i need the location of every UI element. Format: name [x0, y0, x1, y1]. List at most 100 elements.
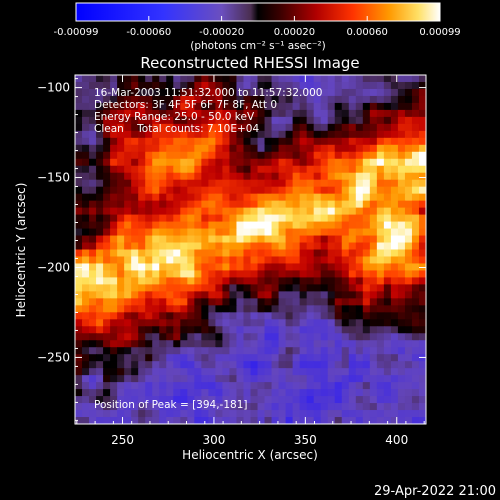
heatmap-cell	[236, 298, 245, 306]
heatmap-cell	[369, 228, 378, 237]
heatmap-cell	[376, 207, 385, 216]
heatmap-cell	[390, 396, 399, 404]
heatmap-cell	[278, 116, 287, 125]
heatmap-cell	[334, 123, 343, 132]
heatmap-cell	[299, 186, 308, 195]
heatmap-cell	[194, 319, 202, 327]
heatmap-cell	[236, 410, 245, 418]
heatmap-cell	[271, 228, 280, 237]
heatmap-cell	[418, 102, 426, 111]
heatmap-cell	[334, 130, 343, 139]
heatmap-cell	[390, 151, 399, 160]
heatmap-cell	[313, 298, 322, 306]
heatmap-cell	[236, 158, 245, 167]
heatmap-cell	[334, 319, 343, 327]
heatmap-cell	[103, 284, 111, 292]
heatmap-cell	[320, 109, 329, 118]
heatmap-cell	[383, 249, 392, 258]
heatmap-cell	[376, 214, 385, 223]
heatmap-cell	[397, 88, 406, 97]
heatmap-cell	[257, 305, 266, 313]
heatmap-cell	[250, 193, 259, 202]
heatmap-cell	[208, 123, 216, 132]
heatmap-cell	[257, 158, 266, 167]
heatmap-cell	[75, 375, 83, 383]
heatmap-cell	[348, 207, 357, 216]
heatmap-cell	[124, 116, 132, 125]
heatmap-cell	[348, 270, 357, 279]
heatmap-cell	[82, 193, 90, 202]
heatmap-cell	[124, 214, 132, 223]
heatmap-cell	[397, 130, 406, 139]
heatmap-cell	[376, 75, 385, 83]
heatmap-cell	[376, 312, 385, 320]
heatmap-cell	[418, 277, 426, 285]
heatmap-cell	[341, 95, 350, 104]
heatmap-cell	[229, 340, 238, 348]
heatmap-cell	[145, 228, 153, 237]
heatmap-cell	[173, 340, 181, 348]
heatmap-cell	[327, 319, 336, 327]
heatmap-cell	[334, 291, 343, 299]
heatmap-cell	[271, 75, 280, 83]
heatmap-cell	[117, 340, 125, 348]
heatmap-cell	[397, 144, 406, 153]
heatmap-cell	[166, 172, 174, 181]
heatmap-cell	[173, 88, 181, 97]
heatmap-cell	[299, 179, 308, 188]
heatmap-cell	[306, 172, 315, 181]
heatmap-cell	[145, 249, 153, 258]
heatmap-cell	[96, 305, 104, 313]
heatmap-cell	[222, 172, 231, 181]
heatmap-cell	[96, 172, 104, 181]
heatmap-cell	[348, 368, 357, 376]
heatmap-cell	[264, 137, 273, 146]
heatmap-cell	[341, 312, 350, 320]
heatmap-cell	[159, 81, 167, 90]
heatmap-cell	[236, 165, 245, 174]
heatmap-cell	[159, 277, 167, 285]
heatmap-cell	[285, 319, 294, 327]
heatmap-cell	[187, 207, 195, 216]
heatmap-cell	[145, 361, 153, 369]
heatmap-cell	[313, 221, 322, 230]
heatmap-cell	[299, 249, 308, 258]
heatmap-cell	[222, 158, 231, 167]
heatmap-cell	[187, 333, 195, 341]
heatmap-cell	[271, 221, 280, 230]
heatmap-cell	[75, 242, 83, 251]
heatmap-cell	[138, 116, 146, 125]
heatmap-cell	[208, 375, 216, 383]
heatmap-cell	[271, 214, 280, 223]
heatmap-cell	[383, 186, 392, 195]
heatmap-cell	[131, 151, 139, 160]
heatmap-cell	[124, 235, 132, 244]
heatmap-cell	[341, 291, 350, 299]
heatmap-cell	[152, 249, 160, 258]
heatmap-cell	[341, 298, 350, 306]
heatmap-cell	[257, 123, 266, 132]
heatmap-cell	[236, 249, 245, 258]
heatmap-cell	[187, 151, 195, 160]
heatmap-cell	[355, 165, 364, 174]
heatmap-cell	[390, 249, 399, 258]
heatmap-cell	[285, 123, 294, 132]
heatmap-cell	[110, 361, 118, 369]
heatmap-cell	[327, 130, 336, 139]
heatmap-cell	[236, 403, 245, 411]
heatmap-cell	[96, 88, 104, 97]
heatmap-cell	[201, 277, 209, 285]
heatmap-cell	[89, 333, 97, 341]
heatmap-cell	[250, 389, 259, 397]
heatmap-cell	[75, 116, 83, 125]
heatmap-cell	[306, 221, 315, 230]
heatmap-cell	[306, 417, 315, 424]
heatmap-cell	[299, 200, 308, 209]
heatmap-cell	[187, 123, 195, 132]
heatmap-cell	[376, 417, 385, 424]
heatmap-cell	[124, 305, 132, 313]
heatmap-cell	[306, 214, 315, 223]
heatmap-cell	[411, 116, 420, 125]
heatmap-cell	[418, 312, 426, 320]
heatmap-cell	[327, 172, 336, 181]
